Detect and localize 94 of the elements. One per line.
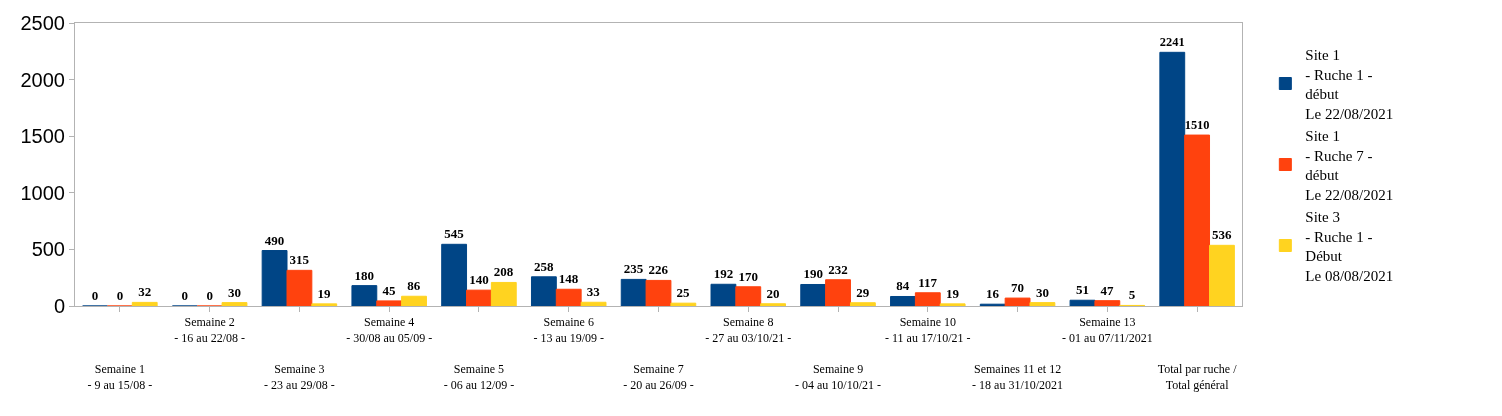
bar	[710, 283, 737, 306]
data-label: 47	[1100, 282, 1115, 298]
x-tick-label: Semaine 9 - 04 au 10/10/21 -	[795, 362, 882, 392]
legend-label: Site 1 - Ruche 1 - début Le 22/08/2021	[1305, 47, 1394, 122]
data-label: 315	[289, 252, 310, 268]
data-label: 0	[91, 288, 99, 303]
data-label: 140	[469, 272, 489, 288]
x-tick-label: Total par ruche / Total général	[1157, 362, 1238, 392]
data-label: 232	[828, 261, 848, 277]
data-label: 192	[713, 266, 734, 282]
data-label: 33	[586, 284, 601, 300]
bar	[1004, 297, 1031, 306]
bar	[620, 278, 647, 306]
bar	[221, 302, 248, 306]
x-tick-label: Semaine 8 - 27 au 03/10/21 -	[705, 315, 792, 345]
data-label: 45	[382, 282, 396, 298]
bar	[1069, 299, 1096, 306]
data-label: 148	[558, 271, 579, 287]
bar	[555, 288, 582, 306]
data-label: 19	[945, 285, 960, 301]
data-label: 51	[1076, 282, 1090, 298]
bar	[939, 303, 966, 306]
data-label: 190	[803, 266, 823, 282]
data-label: 536	[1211, 227, 1232, 243]
data-label: 545	[444, 226, 465, 242]
x-tick-label: Semaine 3 - 23 au 29/08 -	[264, 362, 335, 392]
data-label: 16	[985, 286, 1000, 302]
bar	[825, 279, 851, 306]
data-label: 490	[264, 232, 285, 248]
x-tick-label: Semaines 11 et 12 - 18 au 31/10/2021	[972, 362, 1064, 392]
data-label: 226	[648, 262, 669, 278]
y-tick-label: 500	[31, 238, 65, 261]
bar	[466, 289, 492, 306]
bar	[735, 286, 762, 306]
data-label: 208	[493, 264, 514, 280]
x-tick-label: Semaine 5 - 06 au 12/09 -	[443, 362, 515, 392]
x-tick-label: Semaine 10 - 11 au 17/10/21 -	[885, 315, 971, 345]
y-tick-label: 2000	[20, 68, 65, 91]
bar	[1159, 51, 1186, 306]
y-tick-label: 2500	[20, 12, 65, 34]
data-label: 0	[116, 288, 124, 303]
x-tick-label: Semaine 2 - 16 au 22/08 -	[174, 315, 245, 345]
data-label: 117	[918, 274, 938, 290]
x-tick-label: Semaine 13 - 01 au 07/11/2021	[1062, 315, 1153, 345]
data-label: 180	[354, 267, 375, 283]
bar	[849, 302, 876, 306]
legend-label: Site 1 - Ruche 7 - début Le 22/08/2021	[1305, 128, 1394, 203]
bar	[670, 302, 697, 306]
bar	[311, 303, 338, 306]
data-label: 29	[856, 284, 870, 300]
data-label: 5	[1128, 287, 1136, 303]
bar	[351, 285, 378, 306]
data-label: 25	[676, 285, 691, 301]
data-label: 258	[533, 258, 554, 274]
bar	[800, 283, 827, 306]
bar	[261, 250, 288, 306]
data-label: 170	[738, 268, 759, 284]
bar	[580, 301, 607, 306]
x-tick-label: Semaine 6 - 13 au 19/09 -	[533, 315, 605, 345]
data-label: 0	[181, 288, 189, 303]
bar	[645, 279, 672, 306]
bar	[1209, 244, 1235, 306]
data-label: 30	[1035, 284, 1049, 300]
bar	[441, 243, 468, 306]
bar	[490, 281, 517, 306]
bar	[401, 295, 427, 306]
x-tick-label: Semaine 7 - 20 au 26/09 -	[623, 362, 694, 392]
bar	[376, 300, 403, 306]
data-label: 1510	[1184, 118, 1210, 133]
bar	[914, 292, 941, 306]
bar	[1094, 300, 1121, 306]
data-label: 235	[623, 261, 644, 277]
data-label: 86	[407, 278, 421, 294]
x-tick-label: Semaine 4 - 30/08 au 05/09 -	[346, 315, 433, 345]
data-label: 70	[1011, 280, 1025, 296]
data-label: 20	[766, 285, 780, 301]
bar	[1029, 302, 1056, 306]
bar	[530, 276, 557, 306]
bar	[286, 269, 313, 306]
data-label: 2241	[1159, 35, 1185, 50]
data-label: 19	[317, 285, 332, 301]
data-label: 0	[206, 288, 213, 303]
legend-label: Site 3 - Ruche 1 - Début Le 08/08/2021	[1305, 209, 1394, 284]
data-label: 84	[896, 278, 910, 294]
y-tick-label: 1000	[20, 181, 65, 204]
data-label: 32	[138, 284, 152, 300]
data-label: 30	[227, 284, 241, 300]
bar	[760, 303, 787, 306]
bar	[890, 295, 916, 306]
y-tick-label: 1500	[20, 125, 65, 148]
x-tick-label: Semaine 1 - 9 au 15/08 -	[87, 362, 153, 392]
y-tick-label: 0	[53, 295, 65, 317]
bar	[131, 301, 158, 306]
bar	[1184, 134, 1211, 306]
